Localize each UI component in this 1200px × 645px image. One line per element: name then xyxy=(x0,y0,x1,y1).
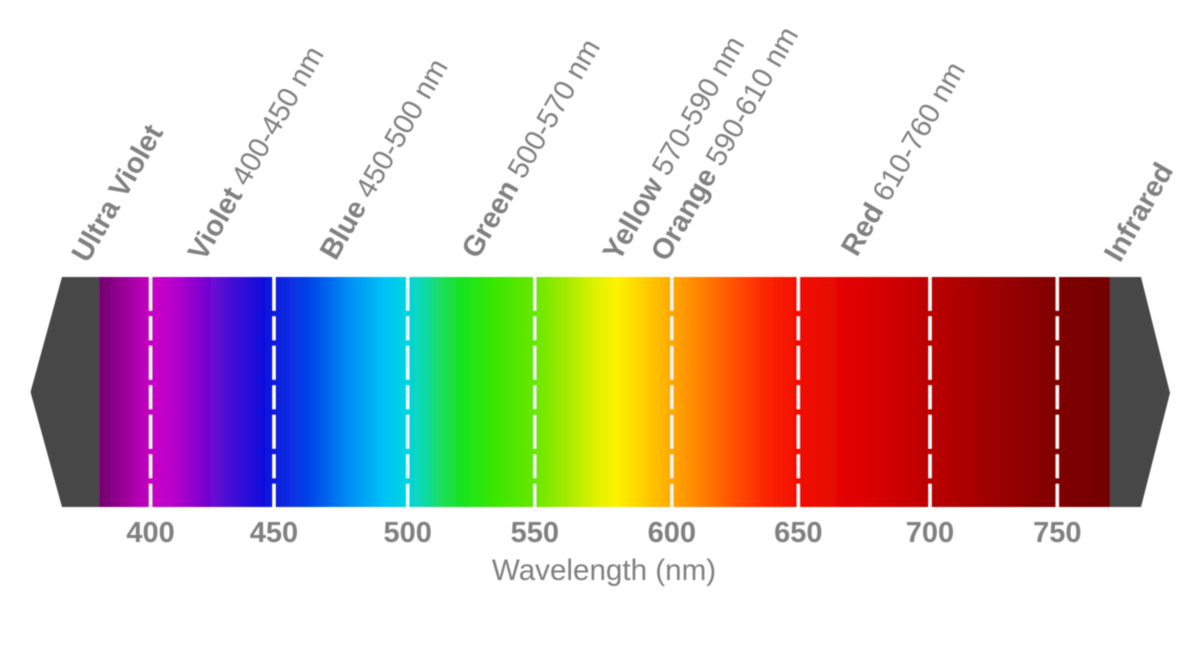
svg-text:Ultra Violet: Ultra Violet xyxy=(66,119,170,267)
svg-text:600: 600 xyxy=(648,517,696,549)
svg-text:Green 500-570 nm: Green 500-570 nm xyxy=(456,34,607,264)
svg-text:Violet 400-450 nm: Violet 400-450 nm xyxy=(182,41,330,266)
svg-text:Infrared: Infrared xyxy=(1098,158,1180,268)
svg-text:Blue 450-500 nm: Blue 450-500 nm xyxy=(314,54,455,265)
svg-text:650: 650 xyxy=(774,517,822,549)
svg-text:500: 500 xyxy=(384,517,432,549)
svg-text:Wavelength (nm): Wavelength (nm) xyxy=(492,554,716,587)
svg-text:700: 700 xyxy=(906,517,954,549)
svg-text:450: 450 xyxy=(250,517,298,549)
svg-text:Red 610-760 nm: Red 610-760 nm xyxy=(835,57,972,261)
svg-text:550: 550 xyxy=(511,517,559,549)
svg-text:400: 400 xyxy=(126,517,174,549)
svg-text:750: 750 xyxy=(1033,517,1081,549)
